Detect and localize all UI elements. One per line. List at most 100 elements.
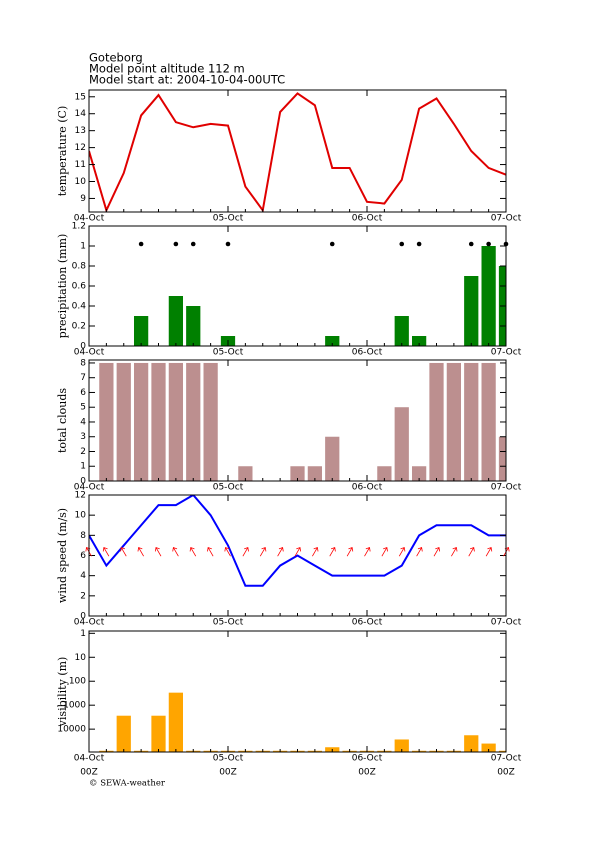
bar — [186, 362, 201, 481]
panel-frame — [88, 89, 507, 213]
x-tick-label: 05-Oct — [213, 348, 244, 358]
location: Goteborg — [89, 51, 143, 65]
y-tick-label: 0.8 — [72, 262, 87, 272]
bar — [203, 362, 218, 481]
wind-arrow — [433, 546, 441, 557]
bar — [498, 436, 506, 481]
y-tick-label: 4 — [80, 571, 86, 581]
x-tick-label: 04-Oct — [74, 348, 105, 358]
x-tick-label: 05-Oct — [213, 483, 244, 493]
x-tick-sublabel: 00Z — [219, 768, 237, 778]
bar — [464, 735, 479, 752]
precip-marker — [416, 241, 422, 247]
panel-frame — [88, 630, 507, 753]
bar — [325, 336, 340, 346]
bar — [134, 316, 149, 346]
y-tick-label: 100 — [69, 677, 86, 687]
plot-area — [89, 495, 506, 587]
y-tick-label: 2 — [80, 591, 86, 601]
precip-marker — [329, 241, 335, 247]
wind-arrow — [451, 546, 458, 557]
wind-arrow — [346, 546, 354, 557]
x-tick-label: 05-Oct — [213, 618, 244, 628]
wind-arrow — [277, 546, 284, 557]
x-tick-label: 06-Oct — [352, 214, 383, 224]
panel-frame — [88, 494, 507, 617]
x-tick-label: 04-Oct — [74, 754, 105, 764]
wind-arrow — [416, 546, 423, 557]
bar — [325, 436, 340, 481]
x-tick-label: 06-Oct — [352, 754, 383, 764]
y-tick-label: 14 — [75, 109, 87, 119]
bar — [446, 362, 461, 481]
wind-arrow — [381, 546, 388, 557]
y-tick-label: 3 — [80, 432, 86, 442]
y-tick-label: 4 — [80, 417, 86, 427]
wind-arrow — [242, 546, 249, 557]
bar — [116, 362, 131, 481]
panel-frame — [88, 225, 507, 347]
x-tick-label: 07-Oct — [491, 754, 522, 764]
bar — [238, 466, 253, 481]
bar — [151, 362, 166, 481]
bar — [186, 306, 201, 346]
bar — [412, 336, 427, 346]
precip-marker — [225, 241, 231, 247]
y-tick-label: 10 — [75, 177, 87, 187]
x-tick-label: 04-Oct — [74, 483, 105, 493]
bar — [429, 362, 444, 481]
bar — [377, 466, 392, 481]
precip-marker — [486, 241, 491, 247]
credit: © SEWA-weather — [89, 779, 166, 789]
y-tick-label: 10 — [75, 653, 87, 663]
bar — [307, 466, 322, 481]
wind-arrow — [189, 546, 197, 557]
y-tick-label: 10 — [75, 511, 87, 521]
y-axis-label: visibility (m) — [56, 657, 69, 728]
x-tick-label: 06-Oct — [352, 483, 383, 493]
y-tick-label: 2 — [80, 447, 86, 457]
y-tick-label: 1 — [80, 629, 86, 639]
bar — [481, 246, 496, 346]
y-tick-label: 9 — [80, 194, 86, 204]
altitude: Model point altitude 112 m — [89, 62, 245, 76]
bar — [498, 750, 506, 752]
y-tick-label: 0 — [80, 342, 86, 352]
y-tick-label: 0.2 — [72, 322, 86, 332]
wind-arrow — [224, 546, 231, 557]
y-tick-label: 1.2 — [72, 222, 86, 232]
bar — [168, 296, 183, 346]
wind-arrow — [312, 546, 319, 557]
wind-arrow — [485, 546, 493, 557]
y-tick-label: 0 — [80, 477, 86, 487]
y-tick-label: 5 — [80, 403, 86, 413]
wind-arrow — [294, 546, 302, 557]
y-tick-label: 1000 — [63, 701, 86, 711]
x-tick-label: 05-Oct — [213, 214, 244, 224]
y-axis-label: wind speed (m/s) — [56, 508, 69, 603]
x-tick-label: 07-Oct — [491, 348, 522, 358]
x-tick-label: 07-Oct — [491, 214, 522, 224]
y-tick-label: 0.6 — [72, 282, 87, 292]
x-tick-sublabel: 00Z — [358, 768, 376, 778]
y-tick-label: 6 — [80, 388, 86, 398]
y-tick-label: 11 — [75, 160, 86, 170]
y-axis-label: total clouds — [56, 388, 69, 453]
plot-area — [99, 362, 506, 481]
bar — [116, 715, 131, 752]
wind-arrow — [398, 546, 406, 557]
x-tick-label: 06-Oct — [352, 348, 383, 358]
bar — [168, 362, 183, 481]
wind-arrow — [364, 546, 371, 557]
y-tick-label: 13 — [75, 126, 86, 136]
y-tick-label: 12 — [75, 143, 86, 153]
y-tick-label: 8 — [80, 358, 86, 368]
wind-arrow — [154, 546, 162, 557]
precip-marker — [468, 241, 474, 247]
y-axis-label: precipitation (mm) — [56, 234, 69, 339]
y-tick-label: 10000 — [57, 725, 86, 735]
panel-frame — [88, 359, 507, 482]
y-tick-label: 12 — [75, 491, 86, 501]
y-tick-label: 0 — [80, 612, 86, 622]
